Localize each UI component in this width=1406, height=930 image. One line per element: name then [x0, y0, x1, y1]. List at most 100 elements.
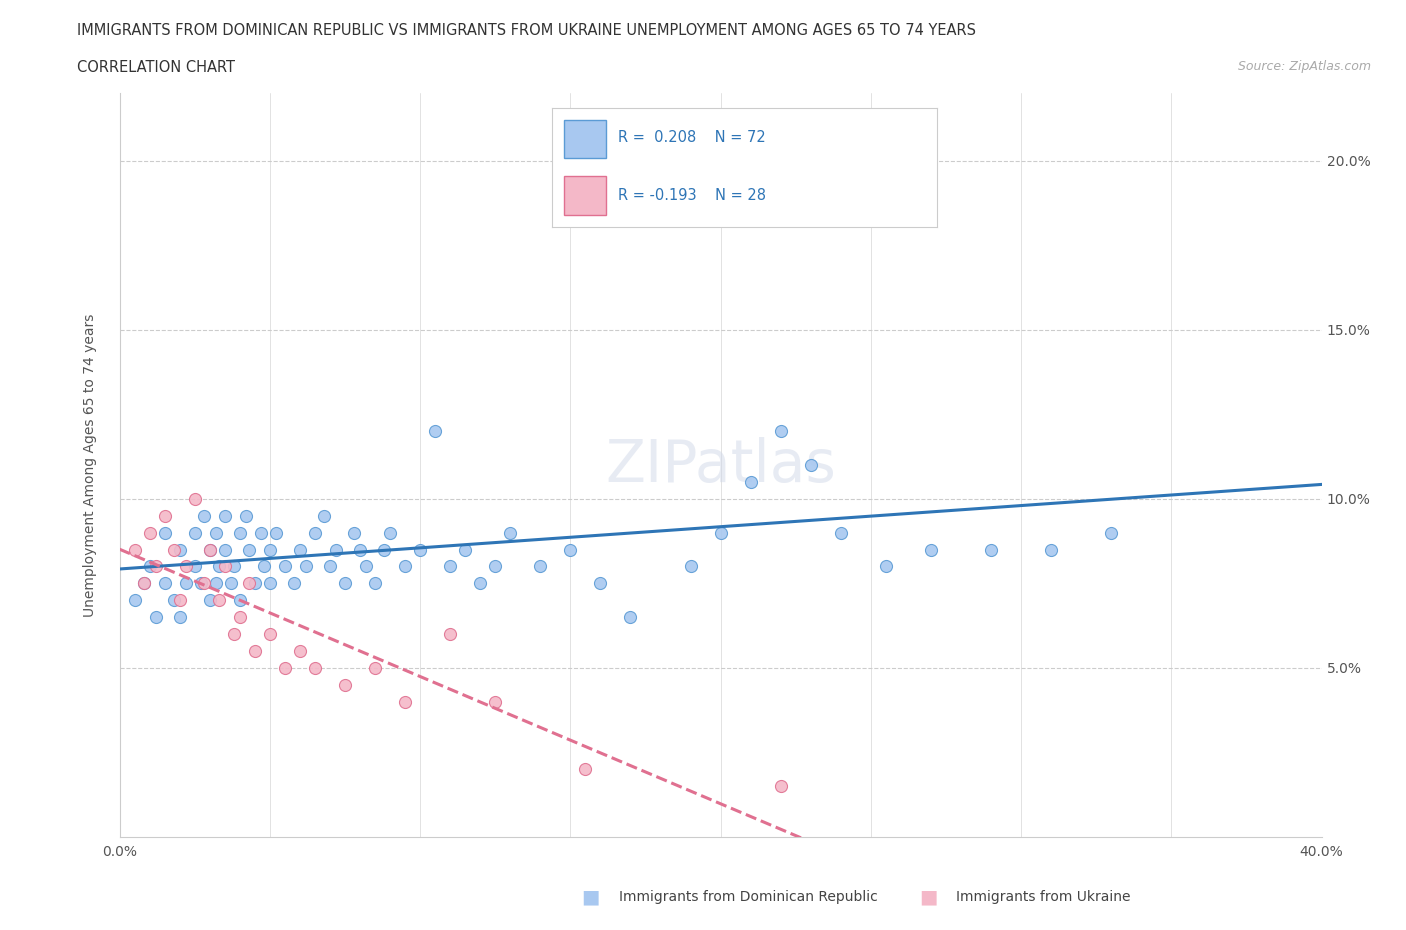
Point [222, 559, 245, 574]
Point [243, 576, 266, 591]
Point [169, 542, 191, 557]
Point [830, 525, 852, 540]
Point [499, 525, 522, 540]
Point [153, 509, 176, 524]
Point [769, 424, 792, 439]
Text: ■: ■ [581, 888, 600, 907]
Point [204, 525, 226, 540]
Point [132, 576, 155, 591]
Point [259, 576, 281, 591]
Point [364, 576, 387, 591]
Point [238, 542, 260, 557]
Point [169, 592, 191, 607]
Point [219, 576, 242, 591]
Point [228, 592, 252, 607]
Point [423, 424, 446, 439]
Point [183, 559, 205, 574]
Point [574, 762, 596, 777]
Point [394, 695, 416, 710]
Point [740, 474, 762, 489]
Point [235, 509, 257, 524]
Point [162, 542, 184, 557]
Point [1040, 542, 1063, 557]
Point [333, 677, 356, 692]
Point [288, 644, 311, 658]
Point [364, 660, 387, 675]
Point [238, 576, 260, 591]
Point [619, 610, 641, 625]
Point [560, 542, 582, 557]
Point [378, 525, 401, 540]
Point [174, 576, 197, 591]
Point [153, 576, 176, 591]
Point [709, 525, 731, 540]
Point [214, 559, 236, 574]
Point [394, 559, 416, 574]
Point [228, 610, 252, 625]
Point [253, 559, 276, 574]
Point [124, 542, 146, 557]
Point [145, 610, 167, 625]
Point [354, 559, 377, 574]
Point [439, 559, 461, 574]
Point [454, 542, 477, 557]
Point [349, 542, 371, 557]
Point [679, 559, 702, 574]
Point [264, 525, 287, 540]
Point [920, 542, 942, 557]
Point [343, 525, 366, 540]
Point [373, 542, 395, 557]
Point [288, 542, 311, 557]
Point [249, 525, 271, 540]
Point [484, 559, 506, 574]
Point [228, 525, 252, 540]
Point [214, 542, 236, 557]
Point [312, 509, 335, 524]
Text: Source: ZipAtlas.com: Source: ZipAtlas.com [1237, 60, 1371, 73]
Point [333, 576, 356, 591]
Point [484, 695, 506, 710]
Point [183, 491, 205, 506]
Point [169, 610, 191, 625]
Point [174, 559, 197, 574]
Text: Immigrants from Dominican Republic: Immigrants from Dominican Republic [619, 890, 877, 905]
Point [153, 525, 176, 540]
Text: ZIPatlas: ZIPatlas [605, 436, 837, 494]
Point [208, 559, 231, 574]
Point [1099, 525, 1122, 540]
Point [193, 509, 215, 524]
Point [198, 592, 221, 607]
Point [183, 525, 205, 540]
Point [198, 542, 221, 557]
Point [283, 576, 305, 591]
Point [190, 576, 212, 591]
Point [304, 525, 326, 540]
Point [259, 627, 281, 642]
Point [162, 592, 184, 607]
Point [439, 627, 461, 642]
Point [468, 576, 492, 591]
Point [222, 627, 245, 642]
Point [208, 592, 231, 607]
Point [980, 542, 1002, 557]
Point [193, 576, 215, 591]
Point [138, 559, 160, 574]
Point [274, 559, 297, 574]
Text: IMMIGRANTS FROM DOMINICAN REPUBLIC VS IMMIGRANTS FROM UKRAINE UNEMPLOYMENT AMONG: IMMIGRANTS FROM DOMINICAN REPUBLIC VS IM… [77, 23, 976, 38]
Point [769, 778, 792, 793]
Point [274, 660, 297, 675]
Point [259, 542, 281, 557]
Point [138, 525, 160, 540]
Text: Immigrants from Ukraine: Immigrants from Ukraine [956, 890, 1130, 905]
Point [409, 542, 432, 557]
Point [204, 576, 226, 591]
Point [243, 644, 266, 658]
Point [198, 542, 221, 557]
Point [145, 559, 167, 574]
Point [319, 559, 342, 574]
Point [304, 660, 326, 675]
Text: ■: ■ [918, 888, 938, 907]
Point [124, 592, 146, 607]
Point [295, 559, 318, 574]
Point [325, 542, 347, 557]
